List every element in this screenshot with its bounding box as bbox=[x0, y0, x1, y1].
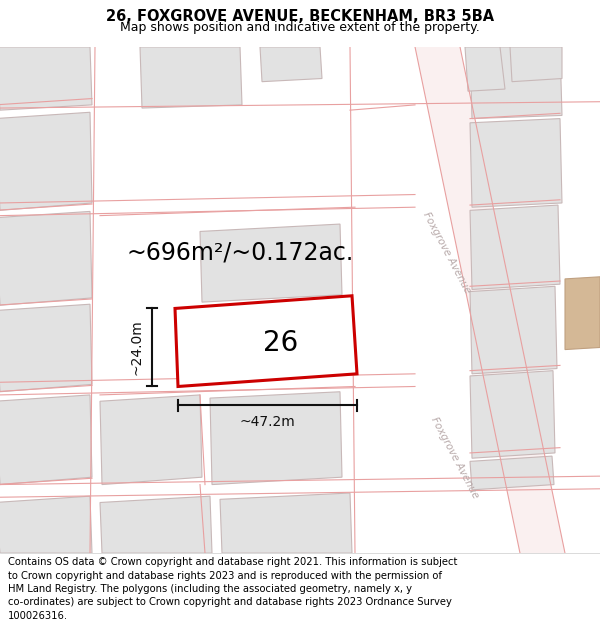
Polygon shape bbox=[100, 395, 202, 484]
Text: ~24.0m: ~24.0m bbox=[129, 319, 143, 376]
Text: Foxgrove Avenue: Foxgrove Avenue bbox=[421, 210, 473, 295]
Text: 26: 26 bbox=[263, 329, 298, 357]
Polygon shape bbox=[465, 47, 505, 91]
Text: to Crown copyright and database rights 2023 and is reproduced with the permissio: to Crown copyright and database rights 2… bbox=[8, 571, 442, 581]
Text: ~696m²/~0.172ac.: ~696m²/~0.172ac. bbox=[127, 241, 353, 264]
Text: co-ordinates) are subject to Crown copyright and database rights 2023 Ordnance S: co-ordinates) are subject to Crown copyr… bbox=[8, 598, 452, 608]
Text: Foxgrove Avenue: Foxgrove Avenue bbox=[429, 416, 481, 501]
Text: Map shows position and indicative extent of the property.: Map shows position and indicative extent… bbox=[120, 21, 480, 34]
Polygon shape bbox=[100, 496, 212, 553]
Text: Contains OS data © Crown copyright and database right 2021. This information is : Contains OS data © Crown copyright and d… bbox=[8, 558, 457, 568]
Polygon shape bbox=[470, 456, 554, 490]
Polygon shape bbox=[140, 47, 242, 108]
Text: ~47.2m: ~47.2m bbox=[239, 416, 295, 429]
Polygon shape bbox=[510, 47, 562, 82]
Polygon shape bbox=[0, 211, 92, 305]
Polygon shape bbox=[470, 205, 560, 289]
Text: 26, FOXGROVE AVENUE, BECKENHAM, BR3 5BA: 26, FOXGROVE AVENUE, BECKENHAM, BR3 5BA bbox=[106, 9, 494, 24]
Polygon shape bbox=[260, 47, 322, 82]
Text: 100026316.: 100026316. bbox=[8, 611, 68, 621]
Polygon shape bbox=[0, 395, 92, 484]
Polygon shape bbox=[210, 392, 342, 484]
Polygon shape bbox=[565, 277, 600, 349]
Polygon shape bbox=[0, 47, 92, 110]
Polygon shape bbox=[175, 296, 357, 386]
Polygon shape bbox=[0, 496, 92, 553]
Polygon shape bbox=[470, 47, 562, 119]
Polygon shape bbox=[415, 47, 565, 553]
Text: HM Land Registry. The polygons (including the associated geometry, namely x, y: HM Land Registry. The polygons (includin… bbox=[8, 584, 412, 594]
Polygon shape bbox=[470, 371, 555, 458]
Polygon shape bbox=[220, 493, 352, 553]
Polygon shape bbox=[0, 112, 92, 211]
Polygon shape bbox=[470, 119, 562, 208]
Polygon shape bbox=[200, 224, 342, 302]
Polygon shape bbox=[0, 304, 92, 392]
Polygon shape bbox=[470, 286, 557, 374]
